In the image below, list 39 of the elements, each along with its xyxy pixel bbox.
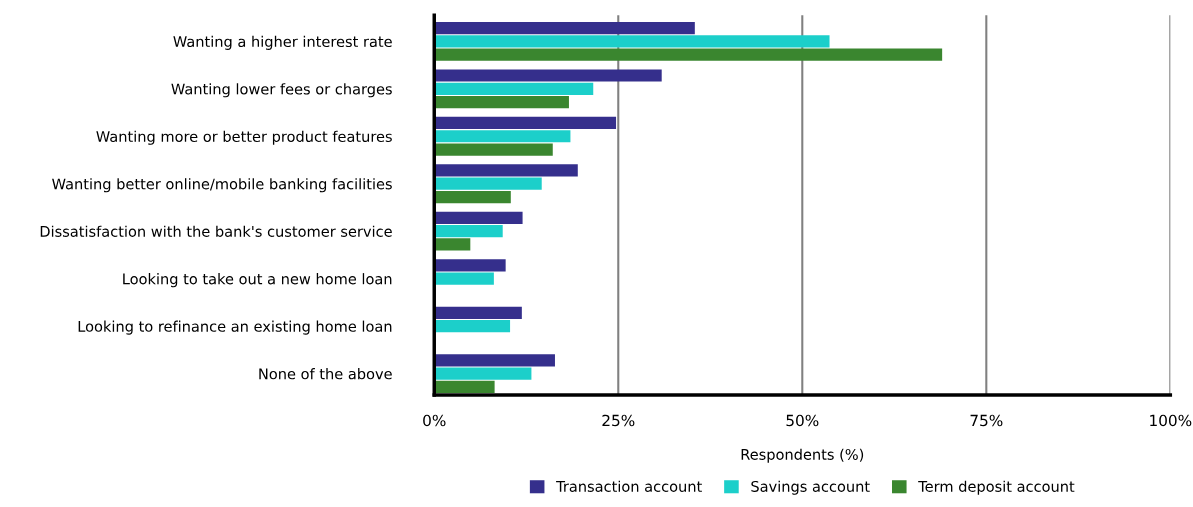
y-tick-label: Wanting better online/mobile banking facilities bbox=[52, 178, 392, 193]
bar bbox=[434, 82, 594, 95]
bar bbox=[434, 69, 662, 82]
x-tick-label: 75% bbox=[970, 414, 1003, 427]
bar bbox=[434, 225, 503, 238]
bar bbox=[434, 48, 943, 61]
y-tick-label: Wanting more or better product features bbox=[96, 130, 392, 145]
bar bbox=[434, 354, 555, 367]
legend-label: Transaction account bbox=[556, 480, 702, 492]
y-tick-label: Wanting lower fees or charges bbox=[171, 83, 392, 98]
legend-label: Savings account bbox=[751, 480, 870, 495]
legend-label: Term deposit account bbox=[918, 480, 1075, 495]
bar bbox=[434, 190, 511, 204]
bar bbox=[434, 272, 494, 285]
bar bbox=[434, 367, 532, 380]
y-tick-label: Wanting a higher interest rate bbox=[173, 35, 392, 50]
bar bbox=[434, 130, 571, 143]
bar bbox=[434, 143, 553, 156]
bar bbox=[434, 35, 830, 48]
x-tick-label: 25% bbox=[602, 414, 635, 427]
bar bbox=[434, 259, 506, 272]
y-tick-label: Dissatisfaction with the bank's customer service bbox=[40, 225, 392, 237]
bar bbox=[434, 95, 569, 109]
bar bbox=[434, 164, 578, 177]
bar bbox=[434, 320, 511, 333]
bar bbox=[434, 21, 695, 35]
bar bbox=[434, 116, 617, 130]
y-tick-label: None of the above bbox=[259, 368, 392, 380]
x-tick-label: 0% bbox=[423, 414, 446, 427]
x-tick-label: 100% bbox=[1150, 414, 1192, 427]
bar bbox=[434, 177, 542, 190]
x-axis-title: Respondents (%) bbox=[741, 448, 864, 463]
bar bbox=[434, 211, 523, 225]
y-tick-label: Looking to take out a new home loan bbox=[123, 273, 392, 288]
bar bbox=[434, 306, 522, 319]
y-tick-label: Looking to refinance an existing home loan bbox=[78, 320, 392, 335]
bar bbox=[434, 238, 471, 251]
bar bbox=[434, 380, 495, 393]
x-tick-label: 50% bbox=[786, 414, 819, 427]
